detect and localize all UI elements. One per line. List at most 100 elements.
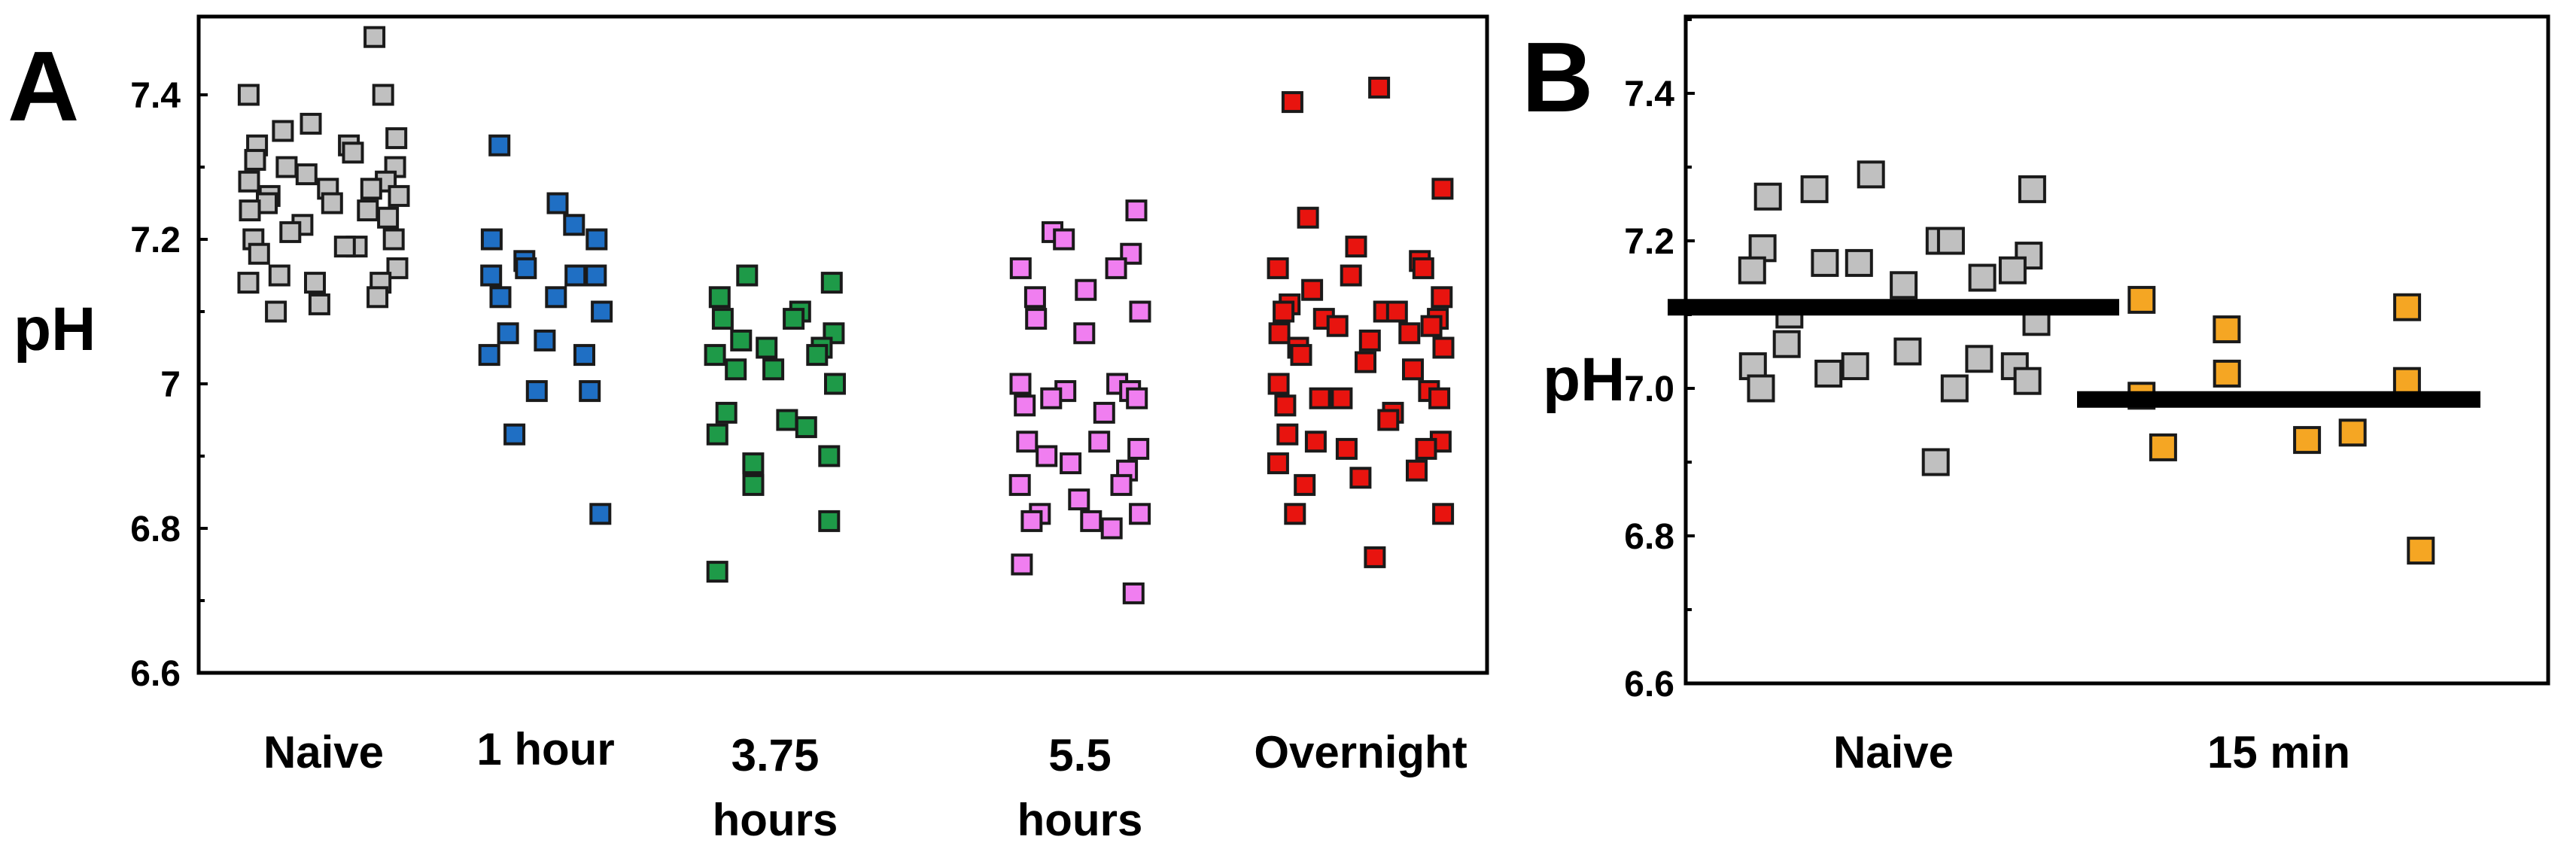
panel-a-point-1-hour <box>525 380 548 403</box>
panel-a-point-naive <box>308 293 330 315</box>
panel-a-point-3-75-hours <box>704 344 726 367</box>
panel-a-point-overnight <box>1273 300 1295 323</box>
panel-b-point-naive <box>2013 367 2042 395</box>
panel-a-point-1-hour <box>564 264 587 287</box>
panel-a-point-5-5-hours <box>1014 394 1036 417</box>
panel-b-point-naive <box>1940 374 1969 403</box>
panel-a-point-overnight <box>1267 452 1289 475</box>
panel-a-x-label-1-hour: 1 hour <box>476 724 614 774</box>
panel-a-point-1-hour <box>478 344 500 367</box>
panel-a-point-1-hour <box>534 329 556 351</box>
panel-a-point-naive <box>333 236 356 258</box>
panel-a-point-naive <box>386 257 409 279</box>
panel-a-point-3-75-hours <box>806 344 829 367</box>
panel-a-point-overnight <box>1377 409 1400 431</box>
panel-a-x-label-5-5: 5.5 <box>1048 730 1111 780</box>
panel-a-point-1-hour <box>515 257 537 279</box>
panel-a-point-3-75-hours <box>795 416 817 439</box>
panel-a-point-overnight <box>1267 257 1289 279</box>
panel-b-point-15-min <box>2127 285 2156 314</box>
panel-b-point-naive <box>1800 175 1829 203</box>
panel-a-point-3-75-hours <box>823 322 845 345</box>
panel-a-point-1-hour <box>591 300 613 323</box>
panel-a-point-3-75-hours <box>708 286 731 309</box>
panel-a-y-tick-label: 6.6 <box>130 654 181 694</box>
panel-b-mean-lines <box>1668 299 2480 408</box>
panel-a-point-5-5-hours <box>1025 308 1048 330</box>
panel-a-point-3-75-hours <box>736 264 759 287</box>
panel-a-point-overnight <box>1364 546 1386 568</box>
panel-a-plot-frame <box>196 14 1489 675</box>
panel-a-point-5-5-hours <box>1053 228 1075 251</box>
panel-a-point-5-5-hours <box>1011 553 1033 576</box>
panel-b-point-naive <box>1936 227 1965 255</box>
panel-a-point-overnight <box>1431 286 1453 309</box>
panel-a-point-naive <box>265 300 287 323</box>
panel-a-y-tick-label: 7.2 <box>130 221 181 260</box>
panel-a-point-5-5-hours <box>1122 582 1145 604</box>
panel-b-point-naive <box>2018 175 2046 203</box>
panel-b-point-15-min <box>2293 426 2322 455</box>
panel-a-point-naive <box>244 148 266 171</box>
panel-b-point-naive <box>1738 256 1766 284</box>
panel-b-point-15-min <box>2393 293 2422 321</box>
panel-a-point-1-hour <box>546 192 569 214</box>
panel-a-point-5-5-hours <box>1073 322 1096 345</box>
panel-a-point-naive <box>248 242 270 265</box>
panel-a-point-overnight <box>1349 467 1372 489</box>
panel-a-point-overnight <box>1420 315 1443 337</box>
panel-a-point-3-75-hours <box>776 409 798 431</box>
panel-a-point-overnight <box>1267 373 1290 395</box>
panel-a-point-overnight <box>1281 91 1303 114</box>
panel-a-point-5-5-hours <box>1008 473 1031 496</box>
panel-a-point-naive <box>321 192 343 214</box>
panel-a-point-5-5-hours <box>1023 286 1046 309</box>
panel-a-point-overnight <box>1345 236 1367 258</box>
panel-b-point-naive <box>1811 248 1839 277</box>
panel-a-point-5-5-hours <box>1040 387 1063 409</box>
panel-a-point-naive <box>360 178 382 200</box>
panel-b-point-15-min <box>2392 367 2421 395</box>
panel-a-x-labels: Naive 1 hour 3.75 hours 5.5 hours Overni… <box>263 724 1467 845</box>
panel-a-point-3-75-hours <box>730 329 753 351</box>
panel-a-point-3-75-hours <box>706 561 728 583</box>
panel-a-point-naive <box>363 26 386 48</box>
panel-a-point-overnight <box>1432 336 1455 359</box>
panel-b-y-tick-label: 7.4 <box>1624 75 1674 114</box>
panel-a-y-axis-title: pH <box>14 295 96 364</box>
panel-a-point-overnight <box>1326 315 1349 337</box>
panel-a-point-5-5-hours <box>1126 387 1148 409</box>
panel-a-point-1-hour <box>480 228 503 251</box>
panel-a-point-naive <box>342 141 364 164</box>
panel-a-point-naive <box>304 272 326 294</box>
panel-a-point-3-75-hours <box>756 336 778 359</box>
panel-a-point-naive <box>366 286 389 309</box>
panel-a-point-overnight <box>1294 473 1316 496</box>
panel-a-x-label-3-75: 3.75 <box>731 730 820 780</box>
panel-a-point-5-5-hours <box>1129 503 1151 525</box>
panel-a-point-overnight <box>1297 206 1319 229</box>
panel-a-point-5-5-hours <box>1129 300 1151 323</box>
panel-a-label: A <box>8 31 79 141</box>
panel-a-x-label-naive: Naive <box>263 727 384 777</box>
panel-b-point-naive <box>1968 263 1997 292</box>
panel-a-point-overnight <box>1268 322 1291 345</box>
panel-a-point-3-75-hours <box>742 473 765 496</box>
panel-a-point-1-hour <box>489 286 512 309</box>
panel-a-point-5-5-hours <box>1009 257 1032 279</box>
panel-a-point-1-hour <box>585 228 608 251</box>
panel-b-point-15-min <box>2213 315 2241 344</box>
panel-a-point-naive <box>275 156 298 178</box>
panel-b-plot-frame <box>1683 14 2550 686</box>
panel-a-point-naive <box>382 228 405 251</box>
panel-a-point-3-75-hours <box>824 373 846 395</box>
panel-a-point-1-hour <box>589 503 612 525</box>
panel-a-point-5-5-hours <box>1080 510 1102 532</box>
panel-a-point-5-5-hours <box>1125 199 1148 222</box>
panel-b-point-naive <box>1893 337 1922 366</box>
panel-a-point-naive <box>237 272 260 294</box>
panel-a-point-5-5-hours <box>1068 488 1090 511</box>
panel-a-points <box>237 26 1455 604</box>
panel-b-point-15-min <box>2213 359 2241 388</box>
